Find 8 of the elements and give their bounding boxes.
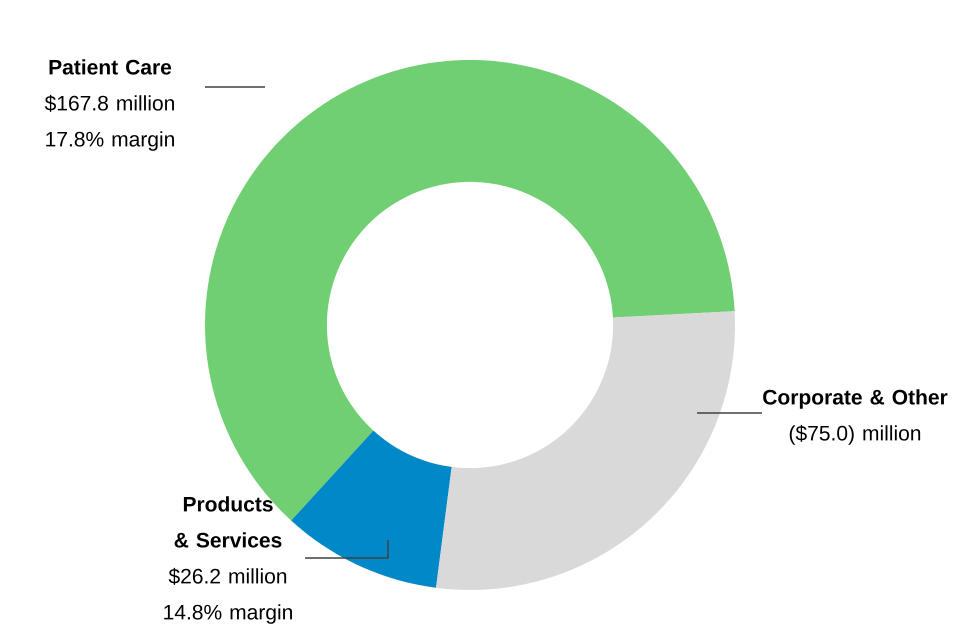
data-label: $26.2 million <box>168 568 286 585</box>
text: 17.8% margin <box>46 131 174 151</box>
data-label: $167.8 million <box>44 94 174 112</box>
data-label: ($75.0) million <box>790 424 920 445</box>
slice-label: Patient Care <box>50 59 172 75</box>
slice-label: Products & Services <box>174 496 282 548</box>
slice-label: Corporate & Other <box>763 389 948 409</box>
text: 14.8% margin <box>164 604 292 624</box>
